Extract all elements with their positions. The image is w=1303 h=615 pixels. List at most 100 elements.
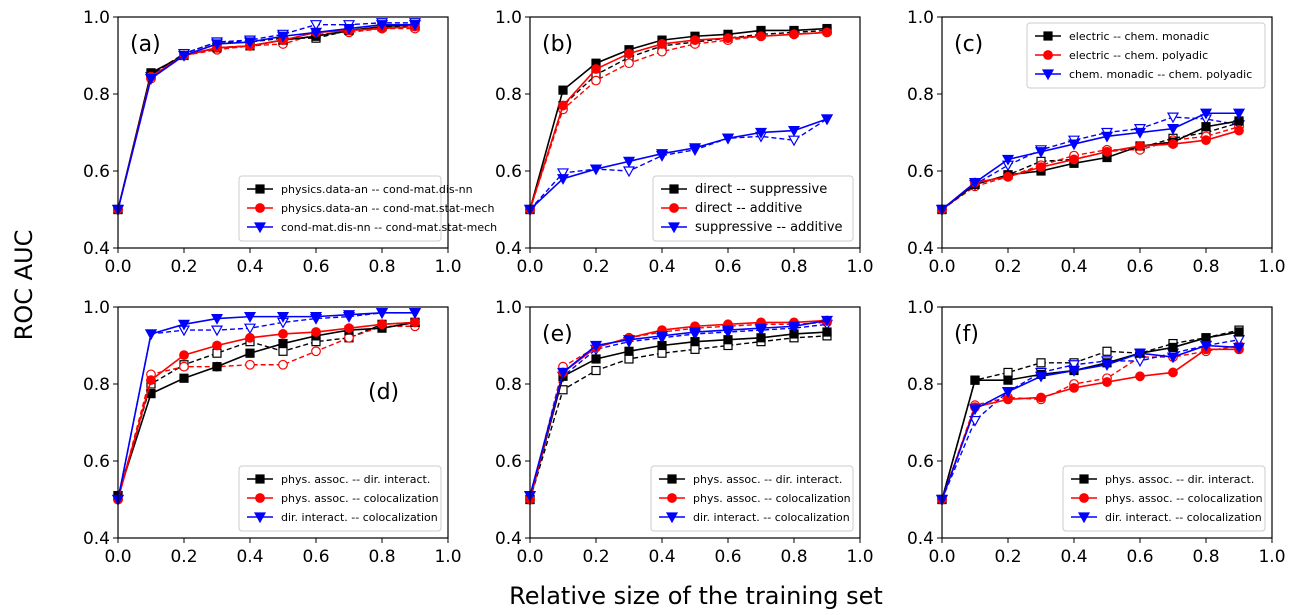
legend-label: chem. monadic -- chem. polyadic <box>1069 68 1252 81</box>
data-point <box>968 404 982 416</box>
data-point <box>756 333 766 343</box>
legend-label: suppressive -- additive <box>695 220 843 235</box>
data-point <box>144 73 158 85</box>
data-point <box>721 325 735 337</box>
x-tick-label: 0.2 <box>582 257 609 277</box>
data-point-open <box>1102 346 1112 356</box>
plot-frame <box>529 306 861 539</box>
legend-marker <box>667 474 677 484</box>
panel-label: (f) <box>954 322 979 347</box>
data-point <box>377 319 387 330</box>
data-point <box>756 31 766 42</box>
legend-label: cond-mat.dis-nn -- cond-mat.stat-mech <box>281 221 497 234</box>
data-point-open <box>968 415 982 427</box>
panel-d: 0.0 0.2 0.4 0.6 0.8 1.0 0.4 0.6 0.8 1.0 (d) phys. a… <box>83 298 462 567</box>
data-point <box>344 323 354 334</box>
figure-ylabel: ROC AUC <box>10 230 38 341</box>
data-point <box>1069 382 1079 393</box>
data-point <box>690 35 700 45</box>
data-point <box>657 340 667 351</box>
x-tick-label: 0.8 <box>780 257 807 277</box>
x-tick-label: 0.8 <box>368 257 395 277</box>
legend-label: phys. assoc. -- dir. interact. <box>281 473 430 486</box>
x-tick-label: 0.0 <box>928 257 955 277</box>
x-tick-label: 0.6 <box>714 547 741 567</box>
y-tick-label: 1.0 <box>83 8 110 28</box>
legend-box <box>650 465 854 532</box>
legend: electric -- chem. monadic electric -- che… <box>1026 22 1266 89</box>
x-tick-label: 0.4 <box>236 257 263 277</box>
data-point <box>276 31 290 43</box>
data-point <box>1102 146 1112 157</box>
data-point <box>657 39 667 49</box>
x-tick-label: 0.4 <box>648 547 675 567</box>
series-line-dashed <box>529 29 828 210</box>
series-line-dashed <box>529 323 828 496</box>
x-tick-label: 1.0 <box>434 547 461 567</box>
legend-box <box>1026 22 1266 89</box>
legend: direct -- suppressive direct -- additive s… <box>652 175 854 242</box>
x-tick-label: 0.6 <box>1126 547 1153 567</box>
y-tick-label: 0.6 <box>83 452 110 472</box>
data-point <box>820 114 834 126</box>
data-point <box>408 308 422 320</box>
legend-marker <box>1043 31 1053 41</box>
data-point-open <box>591 75 601 86</box>
y-tick-label: 0.4 <box>495 529 522 549</box>
y-tick-label: 1.0 <box>495 8 522 28</box>
data-point <box>278 329 288 339</box>
data-point <box>589 164 603 176</box>
legend-box <box>238 465 442 532</box>
series-line-dashed <box>117 325 415 500</box>
x-tick-label: 0.8 <box>368 547 395 567</box>
data-point <box>243 37 257 49</box>
series-line-dashed <box>117 22 415 210</box>
figure-xlabel: Relative size of the training set <box>509 582 883 610</box>
plot-frame <box>941 16 1273 249</box>
data-point <box>210 313 224 325</box>
series-line-dashed <box>529 335 828 500</box>
data-point <box>721 133 735 145</box>
data-point <box>342 310 356 321</box>
data-point <box>1166 124 1180 135</box>
y-tick-label: 1.0 <box>495 298 522 318</box>
legend-label: phys. assoc. -- colocalization <box>281 492 439 505</box>
legend-marker <box>253 222 267 234</box>
legend-marker <box>1041 69 1055 81</box>
series-line-dashed <box>941 122 1240 211</box>
series-line-dashed <box>941 116 1240 211</box>
y-tick-label: 1.0 <box>83 298 110 318</box>
panel-label: (a) <box>130 32 161 57</box>
data-point <box>622 156 636 168</box>
series-line-dashed <box>941 126 1240 211</box>
data-point <box>624 346 634 356</box>
series-line <box>529 118 828 211</box>
series-line <box>529 319 828 496</box>
series-line-dashed <box>941 339 1240 500</box>
data-point <box>1069 154 1079 165</box>
x-tick-label: 1.0 <box>1258 547 1285 567</box>
y-tick-label: 1.0 <box>907 8 934 28</box>
data-point <box>968 177 982 189</box>
data-point <box>177 50 191 62</box>
data-point <box>787 321 801 333</box>
x-tick-label: 0.4 <box>1060 547 1087 567</box>
data-point <box>1001 387 1015 398</box>
data-point <box>1201 333 1211 343</box>
data-point <box>309 27 323 39</box>
data-point <box>408 20 422 31</box>
data-point-open <box>591 365 601 376</box>
data-point <box>1102 377 1112 387</box>
data-point <box>1234 125 1244 136</box>
data-point <box>1067 139 1081 151</box>
data-point-open <box>624 58 634 69</box>
x-tick-label: 0.6 <box>714 257 741 277</box>
legend-label: dir. interact. -- colocalization <box>281 511 438 524</box>
data-point <box>1003 375 1013 385</box>
data-point <box>1201 135 1211 146</box>
x-tick-label: 0.0 <box>104 257 131 277</box>
data-point <box>342 23 356 35</box>
legend-label: electric -- chem. monadic <box>1069 30 1209 43</box>
series-line <box>529 27 828 210</box>
data-point <box>556 367 570 379</box>
